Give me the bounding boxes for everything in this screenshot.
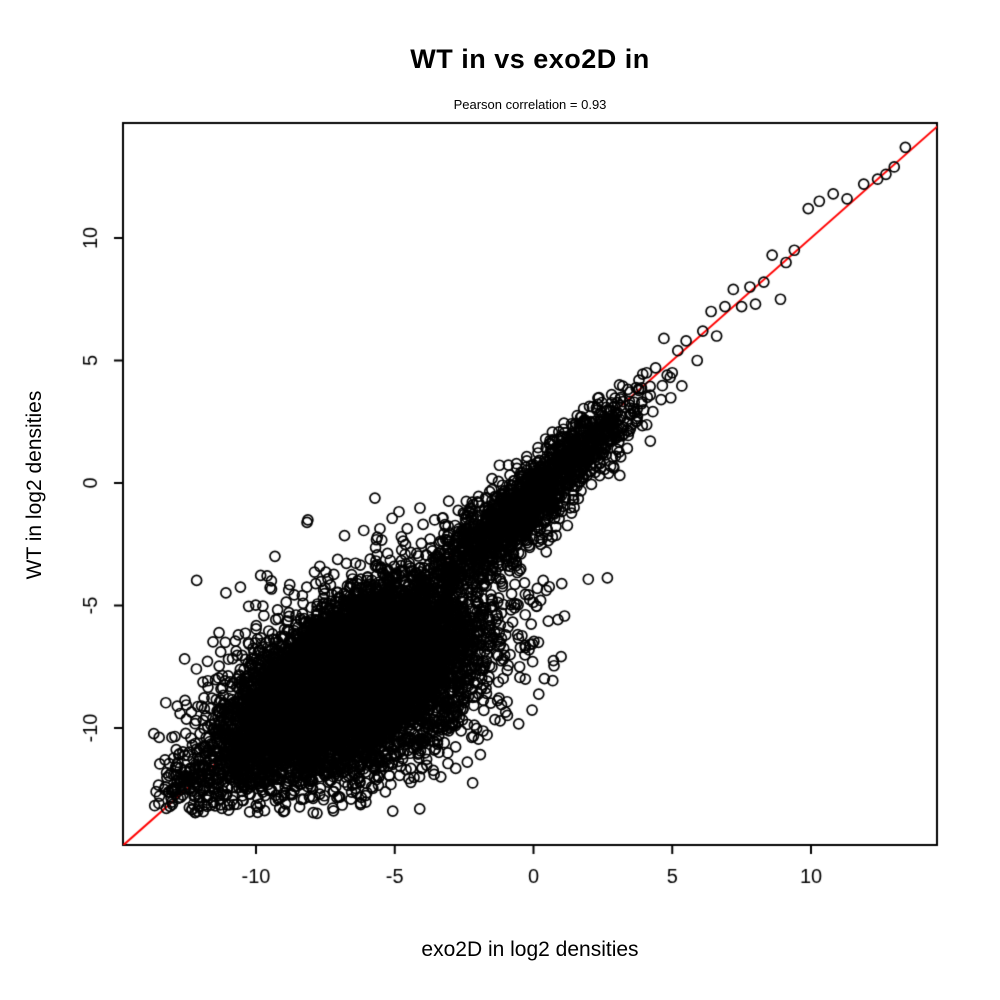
correlation-annotation: Pearson correlation = 0.93 xyxy=(453,97,607,112)
x-axis-label: exo2D in log2 densities xyxy=(421,938,639,961)
chart-title: WT in vs exo2D in xyxy=(410,44,650,74)
y-axis-label: WT in log2 densities xyxy=(23,390,46,580)
